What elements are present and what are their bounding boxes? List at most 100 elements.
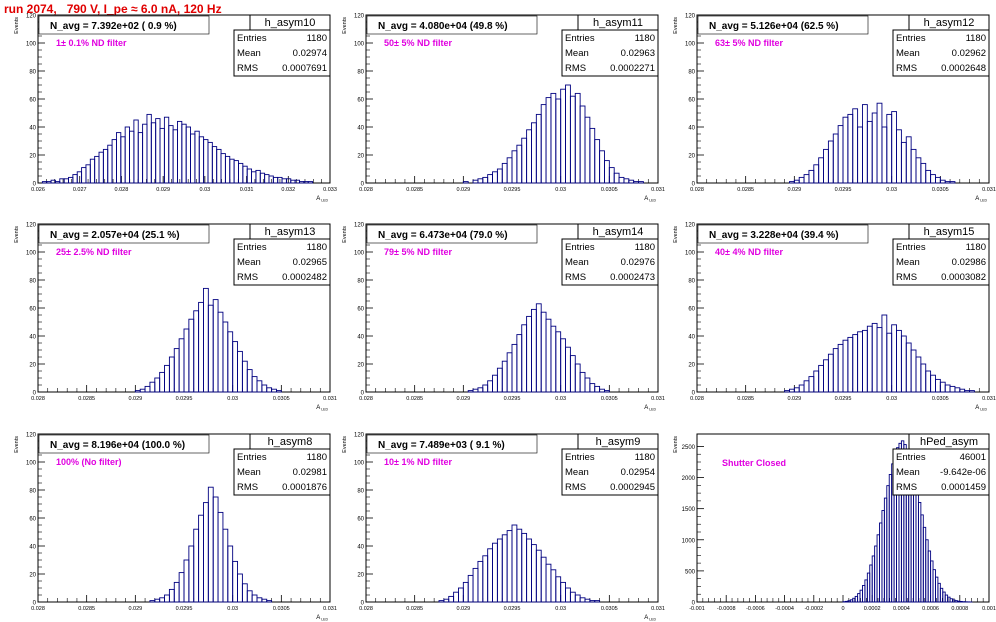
stats-label: Mean [237,467,261,478]
x-tick-label: 0.0295 [176,396,193,402]
stats-value: 0.02976 [621,257,655,268]
x-tick-label: -0.0008 [717,606,736,612]
x-tick-label: 0.0002 [864,606,881,612]
x-tick-label: 0.03 [555,396,566,402]
histogram-bin [487,380,493,393]
histogram-bin [944,384,951,393]
histogram-bars [134,287,282,393]
histogram-bin [842,339,849,393]
y-tick-label: 100 [354,461,365,467]
stats-label: Entries [896,452,926,463]
y-tick-label: 80 [357,279,364,285]
histogram-name: h_asym14 [593,226,644,238]
x-tick-label: 0.0305 [601,396,618,402]
x-tick-label: 0.031 [240,187,254,193]
histogram-bin [501,162,508,184]
histogram-bin [246,168,253,184]
histogram-bin [72,174,78,184]
histogram-bin [256,597,263,603]
histogram-panel-h_asym11: 0 20 40 60 80 100 120 0.028 0.0285 0.029 0.0295 0.0… [342,14,665,203]
y-tick-label: 40 [357,126,364,132]
histogram-bin [876,102,883,184]
histogram-bin [569,591,576,603]
navg-box [697,224,869,244]
stats-value: 46001 [960,452,986,463]
y-axis-label: Events [673,17,679,34]
histogram-bin [482,176,489,184]
histogram-bin [891,324,897,393]
y-tick-label: 80 [357,489,364,495]
stats-box [561,238,659,286]
histogram-bin [608,167,615,184]
navg-annotation: N_avg = 3.228e+04 (39.4 %) [709,230,839,241]
histogram-bin [857,126,863,184]
histogram-bin [462,581,469,603]
histogram-bin [496,538,503,603]
stats-value: 1180 [635,452,655,463]
histogram-bin [949,385,956,393]
histogram-bin [115,132,122,184]
histogram-bin [565,346,571,393]
navg-box [38,224,210,244]
histogram-bin [803,380,810,393]
histogram-bin [545,318,552,393]
y-axis-label: Events [342,436,348,453]
x-tick-label: 0.03 [555,606,566,612]
histogram-bin [526,538,532,603]
x-tick-label: 0.029 [128,606,142,612]
histogram-name: hPed_asym [920,436,978,448]
y-tick-label: 100 [354,251,365,257]
y-tick-label: 120 [354,433,365,439]
histogram-bin [604,160,610,184]
histogram-bin [599,150,605,184]
histogram-bin [453,591,459,603]
navg-annotation: N_avg = 2.057e+04 (25.1 %) [50,230,180,241]
stats-value: 0.0002473 [610,272,655,283]
histogram-bin [905,136,912,184]
histogram-bin [618,176,625,184]
x-tick-label: 0.032 [281,187,295,193]
stats-label: Mean [565,48,589,59]
y-tick-label: 60 [29,98,36,104]
x-tick-label: 0.031 [323,606,337,612]
stats-box [892,238,990,286]
y-tick-label: 20 [29,573,36,579]
y-tick-label: 80 [29,70,36,76]
histogram-bin [574,594,581,603]
histogram-bin [545,563,552,603]
filter-label: 50± 5% ND filter [384,38,452,48]
histogram-bin [198,136,205,184]
y-tick-label: 20 [357,573,364,579]
histogram-bin [246,590,253,603]
histogram-bin [212,496,219,603]
histogram-bin [496,168,503,184]
y-tick-label: 100 [354,42,365,48]
histogram-bin [584,598,591,603]
stats-label: RMS [237,63,258,74]
stats-label: RMS [896,272,917,283]
y-tick-label: 0 [33,182,37,188]
y-tick-label: 0 [692,182,696,188]
x-axis-label: A LED [644,405,656,412]
x-tick-label: 0.028 [690,187,704,193]
histogram-panel-h_asym8: 0 20 40 60 80 100 120 0.028 0.0285 0.029 0.0295 0.0… [14,433,337,622]
y-tick-label: 60 [688,307,695,313]
histogram-bin [168,125,174,184]
histogram-bin [220,153,226,184]
y-tick-label: 60 [29,307,36,313]
histogram-bin [241,583,248,603]
histogram-bin [910,148,917,184]
y-tick-label: 20 [29,154,36,160]
filter-label: 100% (No filter) [56,457,122,467]
histogram-bin [63,178,69,184]
histogram-bin [246,369,253,393]
histogram-bin [264,174,270,184]
x-tick-label: 0.0305 [601,606,618,612]
histogram-bin [784,390,790,393]
stats-label: Entries [237,33,267,44]
histogram-bin [207,304,214,393]
stats-box [561,29,659,77]
histogram-bin [813,370,820,393]
histogram-bin [222,321,229,393]
histogram-bin [915,356,922,393]
